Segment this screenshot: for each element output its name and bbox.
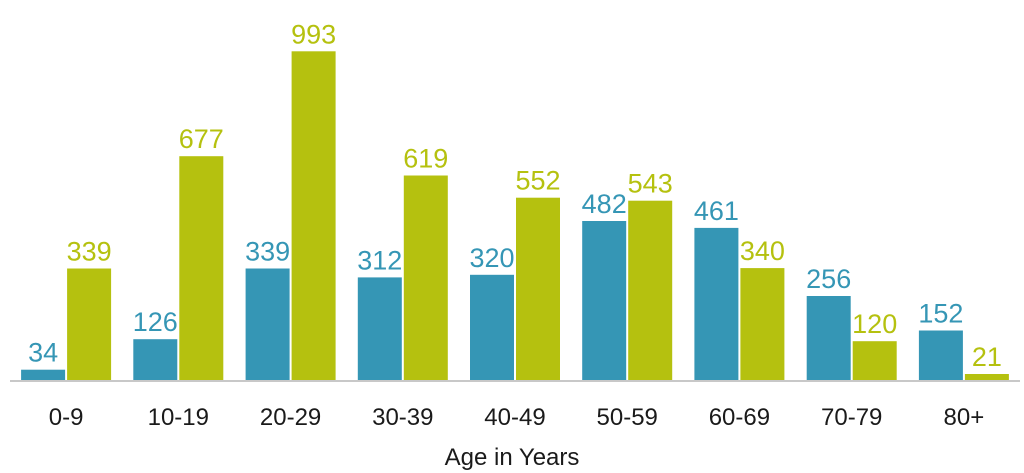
value-label-series2-70-79: 120 xyxy=(852,309,897,339)
bar-series1-30-39 xyxy=(357,277,402,381)
value-label-series1-40-49: 320 xyxy=(469,243,514,273)
value-label-series1-60-69: 461 xyxy=(694,196,739,226)
x-tick-label-60-69: 60-69 xyxy=(709,404,770,431)
bars-layer xyxy=(21,51,1009,382)
value-label-series1-0-9: 34 xyxy=(28,338,58,368)
bar-series2-20-29 xyxy=(291,51,336,382)
value-label-series1-70-79: 256 xyxy=(806,264,851,294)
bar-series2-40-49 xyxy=(516,197,560,381)
value-label-series2-80+: 21 xyxy=(972,342,1002,372)
bar-series1-10-19 xyxy=(133,339,178,381)
bar-series1-60-69 xyxy=(694,227,739,381)
x-tick-labels-layer: 0-9 10-19 20-29 30-39 40-49 50-59 60-69 70-79 80… xyxy=(49,404,985,431)
bar-series2-80+ xyxy=(964,374,1009,381)
x-tick-label-50-59: 50-59 xyxy=(597,404,658,431)
value-label-series1-10-19: 126 xyxy=(133,307,178,337)
bar-series1-50-59 xyxy=(582,221,627,381)
bar-series2-10-19 xyxy=(179,156,224,381)
bar-series2-30-39 xyxy=(403,175,448,381)
x-tick-label-70-79: 70-79 xyxy=(821,404,882,431)
x-tick-label-0-9: 0-9 xyxy=(49,404,84,431)
value-label-series1-20-29: 339 xyxy=(245,237,290,267)
bar-series2-60-69 xyxy=(740,268,785,381)
value-label-series1-80+: 152 xyxy=(918,299,963,329)
x-tick-label-80+: 80+ xyxy=(944,404,985,431)
value-label-series1-50-59: 482 xyxy=(582,189,627,219)
x-tick-label-20-29: 20-29 xyxy=(260,404,321,431)
x-tick-label-30-39: 30-39 xyxy=(372,404,433,431)
value-label-series2-20-29: 993 xyxy=(291,19,336,49)
x-axis-title: Age in Years xyxy=(445,444,580,471)
bar-series1-0-9 xyxy=(21,369,66,381)
value-label-series2-10-19: 677 xyxy=(179,124,224,154)
bar-series2-70-79 xyxy=(852,341,897,381)
bar-series2-50-59 xyxy=(628,200,673,381)
x-tick-label-40-49: 40-49 xyxy=(484,404,545,431)
bar-series1-40-49 xyxy=(470,274,514,381)
x-tick-label-10-19: 10-19 xyxy=(148,404,209,431)
bar-series1-80+ xyxy=(918,330,963,381)
value-label-series1-30-39: 312 xyxy=(357,245,402,275)
bar-series1-70-79 xyxy=(806,296,851,381)
value-label-series2-50-59: 543 xyxy=(628,169,673,199)
bar-series1-20-29 xyxy=(245,268,290,381)
value-label-series2-60-69: 340 xyxy=(740,236,785,266)
bar-series2-0-9 xyxy=(67,268,112,381)
value-label-series2-30-39: 619 xyxy=(403,144,448,174)
value-label-series2-40-49: 552 xyxy=(515,166,560,196)
value-label-series2-0-9: 339 xyxy=(67,237,112,267)
